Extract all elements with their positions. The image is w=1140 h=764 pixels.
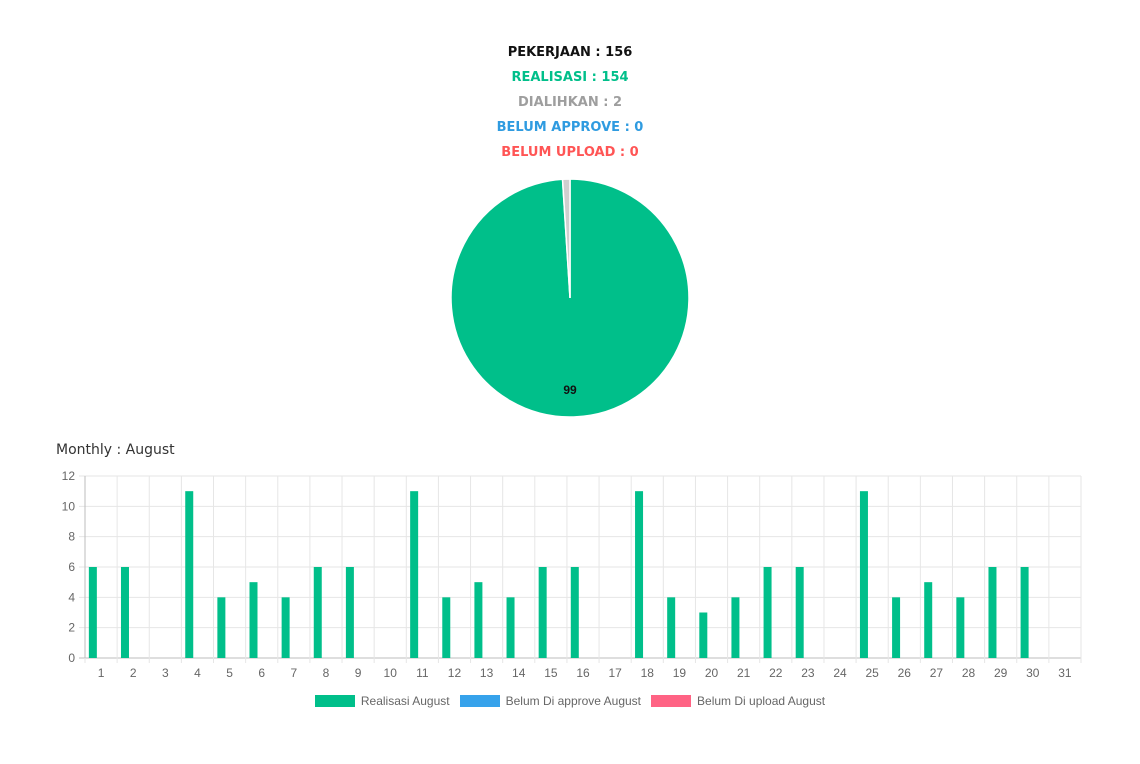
bar-realisasi-august-20[interactable] — [699, 612, 708, 659]
dialihkan-count: DIALIHKAN : 2 — [518, 95, 622, 110]
bar-realisasi-august-15[interactable] — [538, 567, 547, 658]
chart-legend: Realisasi August Belum Di approve August B… — [0, 694, 1140, 708]
bar-realisasi-august-5[interactable] — [217, 597, 226, 658]
x-tick-label: 8 — [323, 666, 330, 680]
bar-realisasi-august-2[interactable] — [120, 567, 129, 658]
y-tick-label: 6 — [68, 560, 75, 574]
legend-swatch — [314, 695, 355, 707]
bar-realisasi-august-23[interactable] — [795, 567, 804, 658]
bar-realisasi-august-28[interactable] — [956, 597, 965, 658]
x-tick-label: 18 — [641, 666, 655, 680]
pie-slice-label: 99 — [563, 383, 577, 397]
realisasi-count: REALISASI : 154 — [511, 70, 629, 85]
bar-realisasi-august-30[interactable] — [1020, 567, 1029, 658]
x-tick-label: 17 — [608, 666, 622, 680]
x-tick-label: 16 — [576, 666, 590, 680]
monthly-title: Monthly : August — [56, 442, 175, 458]
x-tick-label: 3 — [162, 666, 169, 680]
x-tick-label: 27 — [930, 666, 944, 680]
bar-realisasi-august-29[interactable] — [988, 567, 997, 658]
legend-item[interactable]: Belum Di approve August — [459, 694, 642, 708]
x-tick-label: 29 — [994, 666, 1008, 680]
bar-realisasi-august-26[interactable] — [892, 597, 901, 658]
bar-realisasi-august-19[interactable] — [667, 597, 676, 658]
x-tick-label: 21 — [737, 666, 751, 680]
belum-approve-count: BELUM APPROVE : 0 — [496, 120, 644, 135]
x-tick-label: 7 — [290, 666, 297, 680]
x-tick-label: 15 — [544, 666, 558, 680]
bar-realisasi-august-9[interactable] — [345, 567, 354, 658]
bar-realisasi-august-16[interactable] — [570, 567, 579, 658]
bar-realisasi-august-25[interactable] — [859, 491, 868, 658]
x-tick-label: 25 — [865, 666, 879, 680]
bar-realisasi-august-21[interactable] — [731, 597, 740, 658]
legend-label: Belum Di upload August — [697, 694, 826, 708]
legend-item[interactable]: Realisasi August — [314, 694, 450, 708]
x-tick-label: 5 — [226, 666, 233, 680]
pie-chart: 99 — [450, 178, 690, 418]
bar-realisasi-august-8[interactable] — [313, 567, 322, 658]
x-tick-label: 12 — [448, 666, 462, 680]
y-tick-label: 10 — [62, 499, 76, 513]
y-tick-label: 8 — [68, 530, 75, 544]
bar-realisasi-august-11[interactable] — [410, 491, 419, 658]
x-tick-label: 4 — [194, 666, 201, 680]
legend-label: Belum Di approve August — [505, 694, 642, 708]
x-tick-label: 9 — [355, 666, 362, 680]
belum-upload-count: BELUM UPLOAD : 0 — [501, 145, 639, 160]
y-tick-label: 0 — [68, 651, 75, 665]
bar-realisasi-august-18[interactable] — [635, 491, 644, 658]
x-tick-label: 2 — [130, 666, 137, 680]
total-jobs-count: PEKERJAAN : 156 — [507, 45, 633, 60]
x-tick-label: 6 — [258, 666, 265, 680]
x-tick-label: 23 — [801, 666, 815, 680]
x-tick-label: 22 — [769, 666, 783, 680]
bar-realisasi-august-1[interactable] — [88, 567, 97, 658]
x-tick-label: 26 — [898, 666, 912, 680]
x-tick-label: 20 — [705, 666, 719, 680]
x-tick-label: 30 — [1026, 666, 1040, 680]
bar-realisasi-august-13[interactable] — [474, 582, 483, 658]
bar-realisasi-august-22[interactable] — [763, 567, 772, 658]
legend-item[interactable]: Belum Di upload August — [651, 694, 825, 708]
bar-realisasi-august-14[interactable] — [506, 597, 515, 658]
summary-panel: PEKERJAAN : 156 REALISASI : 154 DIALIHKA… — [0, 40, 1140, 165]
legend-swatch — [651, 695, 692, 707]
x-tick-label: 19 — [673, 666, 687, 680]
pie-slice-1[interactable] — [561, 178, 571, 299]
bar-realisasi-august-4[interactable] — [185, 491, 194, 658]
x-tick-label: 1 — [98, 666, 105, 680]
legend-label: Realisasi August — [360, 694, 450, 708]
bar-realisasi-august-7[interactable] — [281, 597, 290, 658]
legend-swatch — [459, 695, 500, 707]
y-tick-label: 4 — [68, 590, 75, 604]
bar-realisasi-august-6[interactable] — [249, 582, 258, 658]
x-tick-label: 24 — [833, 666, 847, 680]
x-tick-label: 13 — [480, 666, 494, 680]
x-tick-label: 14 — [512, 666, 526, 680]
y-tick-label: 2 — [68, 621, 75, 635]
bar-realisasi-august-27[interactable] — [924, 582, 933, 658]
y-tick-label: 12 — [62, 469, 76, 483]
x-tick-label: 11 — [416, 666, 429, 680]
x-tick-label: 28 — [962, 666, 976, 680]
x-tick-label: 10 — [384, 666, 398, 680]
x-tick-label: 31 — [1058, 666, 1072, 680]
bar-realisasi-august-12[interactable] — [442, 597, 451, 658]
